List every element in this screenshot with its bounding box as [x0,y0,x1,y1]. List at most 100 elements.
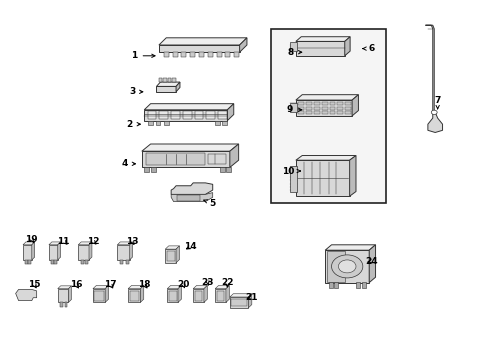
Text: 15: 15 [28,280,41,289]
Polygon shape [144,110,227,121]
Polygon shape [159,38,246,45]
Polygon shape [129,242,132,260]
Polygon shape [142,151,229,167]
Polygon shape [58,242,61,260]
Polygon shape [215,285,229,289]
Bar [345,107,350,110]
Bar [51,260,54,264]
Bar [194,111,203,119]
Text: 22: 22 [221,278,233,287]
Polygon shape [190,52,195,57]
Bar [337,107,343,110]
Polygon shape [171,183,212,194]
Polygon shape [89,242,92,260]
Polygon shape [227,104,233,121]
Polygon shape [147,121,152,125]
Polygon shape [295,160,349,196]
Polygon shape [178,285,181,302]
Circle shape [430,110,436,114]
Polygon shape [156,86,176,92]
Polygon shape [23,242,35,245]
Polygon shape [163,52,168,57]
Circle shape [338,260,355,273]
Bar [216,291,224,301]
Polygon shape [128,285,143,289]
Polygon shape [144,167,149,172]
Polygon shape [142,144,238,151]
Text: 24: 24 [365,256,377,265]
Bar [218,111,226,119]
Polygon shape [78,242,92,245]
Bar [81,260,83,264]
Text: 1: 1 [131,51,155,60]
Text: 17: 17 [103,280,116,289]
Polygon shape [167,285,181,289]
Polygon shape [351,95,358,116]
Polygon shape [181,52,186,57]
Text: 23: 23 [201,278,214,287]
Polygon shape [176,246,179,263]
Bar [333,282,337,288]
Bar [298,102,304,105]
Polygon shape [295,100,351,116]
Polygon shape [325,250,368,283]
Bar [120,260,122,264]
Polygon shape [295,37,349,41]
Polygon shape [207,154,225,164]
Polygon shape [325,245,375,250]
Polygon shape [32,242,35,260]
Bar [321,107,327,110]
Polygon shape [156,82,180,86]
Bar [28,260,31,264]
Polygon shape [159,78,162,82]
Polygon shape [128,289,140,302]
Bar [361,282,365,288]
Bar [313,107,319,110]
Polygon shape [144,104,233,110]
Bar [125,260,128,264]
Text: 19: 19 [25,235,38,244]
Bar [168,291,176,301]
Polygon shape [222,121,227,125]
Text: 7: 7 [433,96,440,109]
Bar [305,107,311,110]
Text: 5: 5 [203,199,215,208]
Polygon shape [225,285,229,302]
Text: 11: 11 [57,237,70,246]
Bar [298,111,304,114]
Polygon shape [172,78,175,82]
Polygon shape [368,245,375,283]
Polygon shape [117,242,132,245]
Bar [355,282,359,288]
Circle shape [331,255,362,278]
Polygon shape [220,167,224,172]
Bar [329,107,335,110]
Polygon shape [199,52,203,57]
Polygon shape [349,156,355,196]
Polygon shape [145,153,205,165]
Polygon shape [23,245,32,260]
Polygon shape [215,289,225,302]
Bar [337,111,343,114]
Polygon shape [326,251,344,282]
Polygon shape [215,121,220,125]
Polygon shape [295,41,344,56]
Polygon shape [155,121,160,125]
Polygon shape [58,286,71,289]
Text: 10: 10 [282,166,300,175]
Polygon shape [248,294,251,308]
Polygon shape [165,249,176,263]
Polygon shape [172,52,177,57]
Bar [321,102,327,105]
Text: 21: 21 [245,292,258,302]
Polygon shape [163,121,168,125]
Polygon shape [49,242,61,245]
Polygon shape [207,52,212,57]
Text: 12: 12 [86,237,99,246]
Polygon shape [295,95,358,100]
Polygon shape [289,42,297,51]
Polygon shape [16,289,37,301]
Polygon shape [216,52,221,57]
Polygon shape [140,285,143,302]
Polygon shape [165,246,179,249]
